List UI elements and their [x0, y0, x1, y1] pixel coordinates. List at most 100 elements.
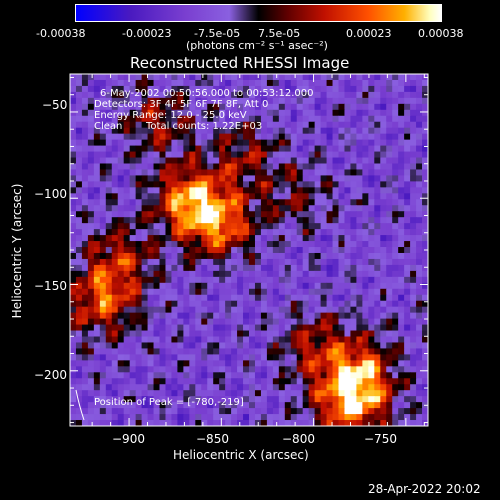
- heatmap-cell: [266, 414, 274, 421]
- heatmap-cell: [153, 193, 160, 200]
- heatmap-cell: [350, 211, 357, 218]
- heatmap-cell: [278, 342, 286, 349]
- heatmap-cell: [320, 366, 328, 373]
- heatmap-cell: [398, 384, 405, 391]
- heatmap-cell: [332, 235, 339, 242]
- heatmap-cell: [326, 312, 334, 320]
- heatmap-cell: [81, 324, 89, 332]
- heatmap-cell: [213, 235, 220, 242]
- heatmap-cell: [111, 145, 119, 153]
- heatmap-cell: [398, 85, 405, 93]
- heatmap-cell: [260, 193, 268, 200]
- heatmap-cell: [380, 103, 387, 111]
- heatmap-cell: [410, 157, 417, 164]
- heatmap-cell: [416, 247, 423, 254]
- heatmap-cell: [344, 420, 351, 427]
- heatmap-cell: [177, 115, 184, 123]
- heatmap-cell: [266, 175, 274, 182]
- heatmap-cell: [302, 306, 310, 314]
- heatmap-cell: [213, 312, 220, 320]
- heatmap-cell: [368, 175, 375, 182]
- heatmap-cell: [290, 324, 298, 332]
- heatmap-cell: [302, 133, 310, 141]
- heatmap-cell: [302, 145, 310, 153]
- heatmap-cell: [81, 91, 89, 99]
- heatmap-cell: [189, 366, 196, 373]
- heatmap-cell: [99, 318, 107, 326]
- heatmap-cell: [153, 91, 160, 99]
- heatmap-cell: [266, 300, 274, 308]
- heatmap-cell: [153, 121, 160, 129]
- heatmap-cell: [141, 97, 149, 105]
- heatmap-cell: [326, 103, 334, 111]
- heatmap-cell: [338, 252, 345, 260]
- heatmap-cell: [362, 157, 369, 164]
- heatmap-cell: [284, 360, 292, 367]
- heatmap-cell: [350, 145, 357, 153]
- heatmap-cell: [141, 318, 149, 326]
- heatmap-cell: [249, 336, 256, 343]
- heatmap-cell: [368, 229, 375, 236]
- heatmap-cell: [171, 115, 178, 123]
- heatmap-cell: [308, 85, 316, 93]
- heatmap-cell: [392, 330, 399, 338]
- heatmap-cell: [404, 217, 411, 224]
- heatmap-cell: [123, 366, 131, 373]
- heatmap-cell: [165, 229, 172, 236]
- heatmap-cell: [117, 360, 125, 367]
- heatmap-cell: [410, 390, 417, 397]
- heatmap-cell: [171, 294, 178, 302]
- heatmap-cell: [117, 384, 125, 391]
- heatmap-cell: [219, 169, 226, 176]
- heatmap-cell: [207, 157, 214, 164]
- heatmap-cell: [129, 408, 137, 415]
- heatmap-cell: [326, 336, 334, 343]
- heatmap-cell: [99, 241, 107, 248]
- heatmap-cell: [87, 420, 95, 427]
- heatmap-cell: [380, 151, 387, 159]
- heatmap-cells: [70, 74, 429, 427]
- heatmap-cell: [177, 157, 184, 164]
- heatmap-cell: [87, 229, 95, 236]
- heatmap-cell: [129, 121, 137, 129]
- heatmap-cell: [207, 252, 214, 260]
- heatmap-cell: [99, 127, 107, 135]
- heatmap-cell: [266, 318, 274, 326]
- heatmap-cell: [362, 318, 369, 326]
- heatmap-cell: [153, 354, 160, 361]
- heatmap-cell: [344, 264, 351, 272]
- heatmap-cell: [386, 85, 393, 93]
- heatmap-cell: [350, 420, 357, 427]
- heatmap-cell: [404, 390, 411, 397]
- heatmap-cell: [362, 85, 369, 93]
- heatmap-cell: [87, 109, 95, 117]
- heatmap-cell: [153, 74, 160, 81]
- heatmap-cell: [326, 396, 334, 403]
- heatmap-cell: [219, 205, 226, 212]
- heatmap-cell: [195, 294, 202, 302]
- heatmap-cell: [225, 270, 232, 278]
- heatmap-cell: [272, 205, 280, 212]
- heatmap-cell: [183, 211, 190, 218]
- heatmap-cell: [254, 252, 262, 260]
- heatmap-cell: [207, 247, 214, 254]
- heatmap-cell: [189, 181, 196, 188]
- heatmap-cell: [290, 133, 298, 141]
- heatmap-cell: [237, 354, 244, 361]
- heatmap-cell: [87, 85, 95, 93]
- heatmap-cell: [296, 139, 304, 147]
- heatmap-cell: [350, 79, 357, 87]
- heatmap-cell: [183, 366, 190, 373]
- heatmap-cell: [368, 235, 375, 242]
- heatmap-cell: [296, 175, 304, 182]
- heatmap-cell: [338, 187, 345, 194]
- heatmap-cell: [135, 223, 143, 230]
- heatmap-cell: [165, 318, 172, 326]
- heatmap-cell: [213, 217, 220, 224]
- heatmap-cell: [344, 258, 351, 266]
- heatmap-cell: [237, 115, 244, 123]
- heatmap-cell: [350, 348, 357, 355]
- solar-limb-line: [75, 389, 85, 421]
- heatmap-cell: [362, 97, 369, 105]
- heatmap-cell: [380, 402, 387, 409]
